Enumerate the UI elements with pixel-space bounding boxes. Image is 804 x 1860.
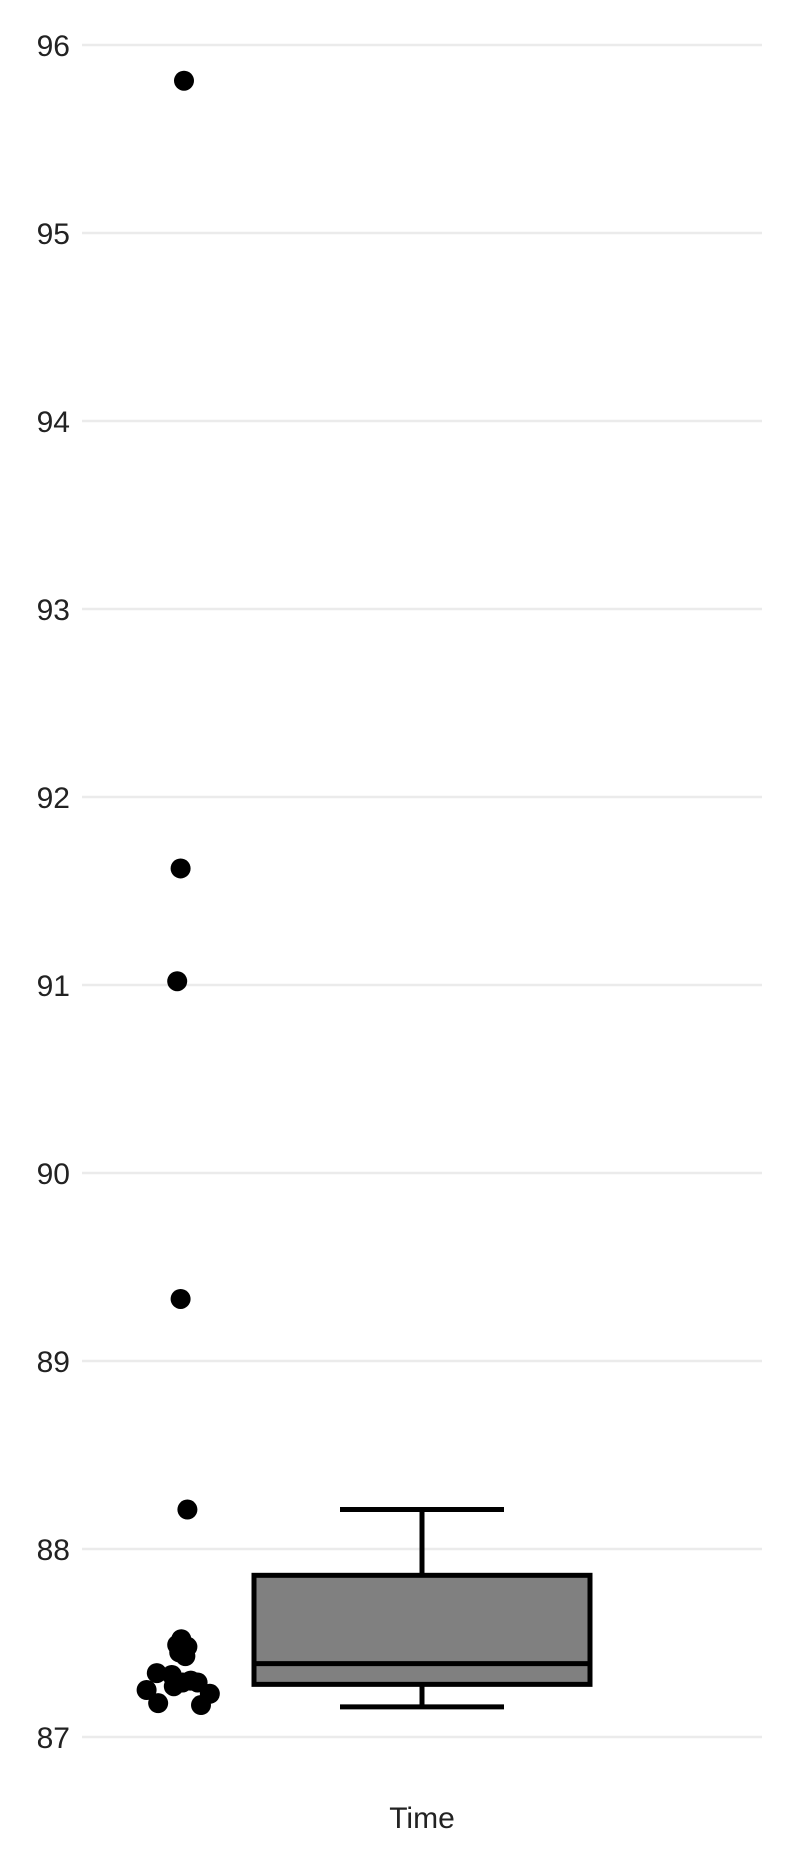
data-point <box>175 1646 196 1667</box>
data-point <box>174 70 194 91</box>
data-point <box>167 971 188 992</box>
grid-lines <box>82 43 762 1739</box>
y-tick-label: 96 <box>37 30 70 63</box>
x-category-label: Time <box>389 1802 455 1835</box>
y-tick-label: 93 <box>37 594 70 627</box>
y-tick-label: 92 <box>37 782 70 815</box>
y-tick-label: 90 <box>37 1158 70 1191</box>
data-point <box>191 1695 211 1716</box>
y-tick-label: 89 <box>37 1346 70 1379</box>
y-tick-label: 91 <box>37 970 70 1003</box>
y-tick-label: 87 <box>37 1722 70 1755</box>
data-point <box>170 1288 191 1309</box>
y-axis-tick-labels: 87 88 89 90 91 92 93 94 95 96 <box>37 30 70 1755</box>
data-point <box>177 1499 198 1520</box>
data-points <box>136 70 220 1716</box>
y-tick-label: 88 <box>37 1534 70 1567</box>
data-point <box>136 1680 157 1700</box>
data-point <box>148 1693 169 1714</box>
data-point <box>146 1663 167 1684</box>
box-plot <box>251 1507 593 1710</box>
y-tick-label: 95 <box>37 218 70 251</box>
interquartile-box <box>251 1572 593 1687</box>
y-tick-label: 94 <box>37 406 70 439</box>
data-point <box>163 1676 184 1697</box>
data-point <box>170 858 191 879</box>
